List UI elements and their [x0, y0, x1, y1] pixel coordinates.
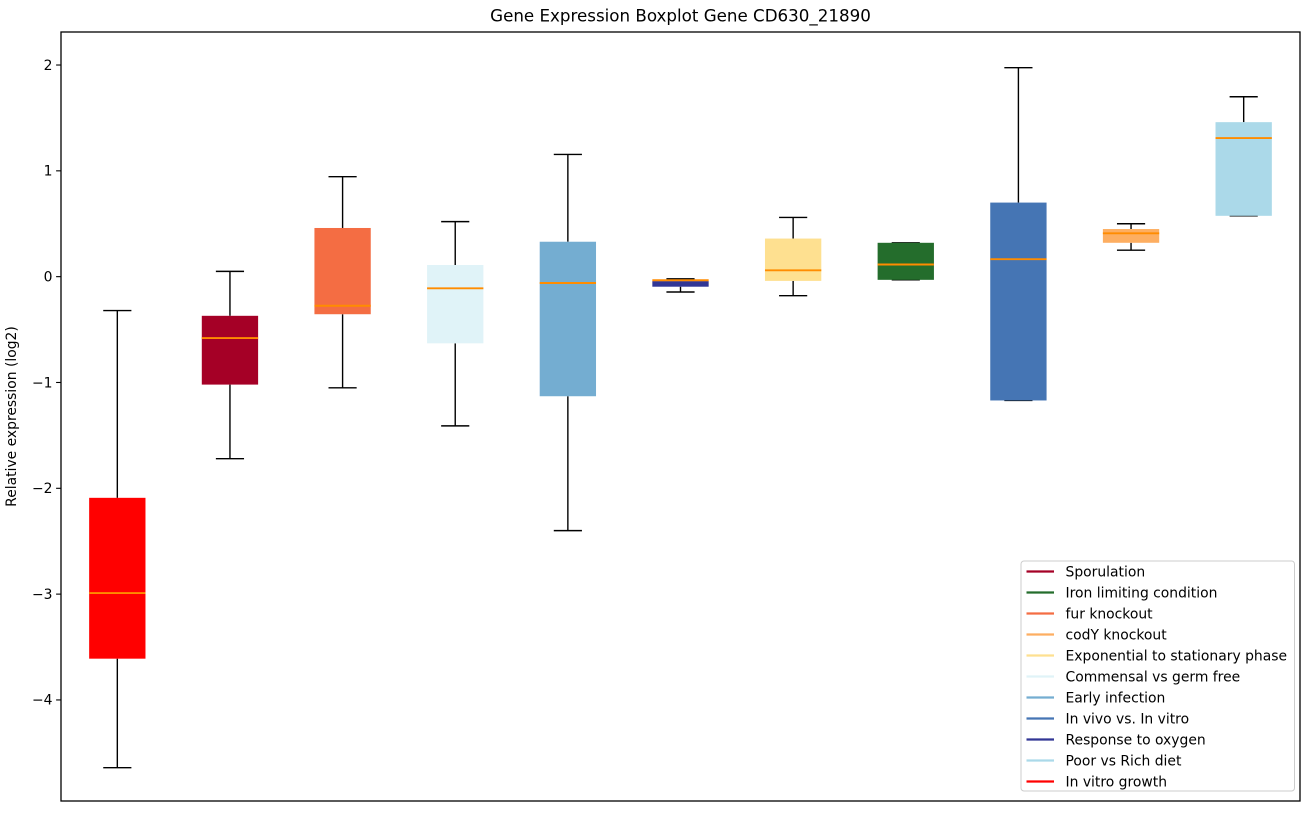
box [1102, 229, 1160, 243]
legend-item-label: Sporulation [1066, 564, 1146, 580]
legend-item-label: codY knockout [1066, 627, 1168, 643]
legend-item-in-vitro-growth: In vitro growth [1026, 774, 1168, 790]
y-axis-label: Relative expression (log2) [4, 326, 20, 507]
box [539, 241, 597, 397]
box-group-commensal-vs-germ-free [427, 220, 484, 427]
legend-item-label: fur knockout [1066, 606, 1154, 622]
legend-item-label: Exponential to stationary phase [1066, 648, 1288, 664]
box-group-poor-vs-rich-diet [1215, 96, 1272, 217]
box-group-fur-knockout [314, 175, 371, 389]
axes-layer: 2 1 0 −1 −2 −3 −4 [32, 58, 61, 709]
legend-item-commensal-vs-germ-free: Commensal vs germ free [1026, 669, 1241, 685]
legend-item-exponential-to-stationary-phase: Exponential to stationary phase [1026, 648, 1288, 664]
box [877, 242, 934, 280]
y-tick-label: −3 [32, 587, 52, 603]
legend-item-early-infection: Early infection [1026, 690, 1166, 706]
legend-item-iron-limiting-condition: Iron limiting condition [1026, 585, 1218, 601]
box [314, 227, 371, 315]
boxes-layer [89, 66, 1272, 769]
y-tick-label: −2 [32, 481, 52, 497]
box [201, 315, 259, 385]
box-group-response-to-oxygen [652, 278, 709, 293]
legend-frame [1020, 560, 1295, 792]
box [652, 281, 709, 287]
chart-title: Gene Expression Boxplot Gene CD630_21890 [490, 6, 871, 27]
box [1215, 122, 1272, 216]
legend-item-poor-vs-rich-diet: Poor vs Rich diet [1026, 753, 1182, 769]
y-tick-label: −4 [32, 693, 53, 709]
y-tick-label: 1 [44, 164, 53, 180]
legend-item-in-vivo-vs-in-vitro: In vivo vs. In vitro [1026, 711, 1190, 727]
box [764, 238, 822, 281]
legend-item-fur-knockout: fur knockout [1026, 606, 1154, 622]
y-tick-label: 2 [44, 58, 53, 74]
box-group-in-vivo-vs-in-vitro [990, 66, 1047, 402]
legend-item-label: Early infection [1066, 690, 1166, 706]
y-tick-label: −1 [32, 375, 52, 391]
box [990, 202, 1047, 401]
box-group-exponential-to-stationary-phase [764, 216, 822, 297]
legend-item-label: Commensal vs germ free [1066, 669, 1241, 685]
legend-item-response-to-oxygen: Response to oxygen [1026, 732, 1206, 748]
box [427, 265, 484, 344]
box-group-cody-knockout [1102, 223, 1160, 251]
legend-item-sporulation: Sporulation [1026, 564, 1146, 580]
plot-frame [60, 31, 1301, 802]
legend-item-label: In vivo vs. In vitro [1066, 711, 1190, 727]
y-tick-label: 0 [44, 269, 53, 285]
legend-item-label: In vitro growth [1066, 774, 1168, 790]
box-group-iron-limiting-condition [877, 242, 934, 281]
box-group-in-vitro-growth [89, 309, 146, 769]
box-group-sporulation [201, 270, 259, 460]
legend-layer: Sporulation Iron limiting condition fur kn… [1020, 560, 1295, 792]
box [89, 497, 146, 659]
legend-item-label: Poor vs Rich diet [1066, 753, 1182, 769]
legend-item-label: Iron limiting condition [1066, 585, 1218, 601]
legend-item-label: Response to oxygen [1066, 732, 1206, 748]
legend-item-cody-knockout: codY knockout [1026, 627, 1168, 643]
box-group-early-infection [539, 153, 597, 532]
